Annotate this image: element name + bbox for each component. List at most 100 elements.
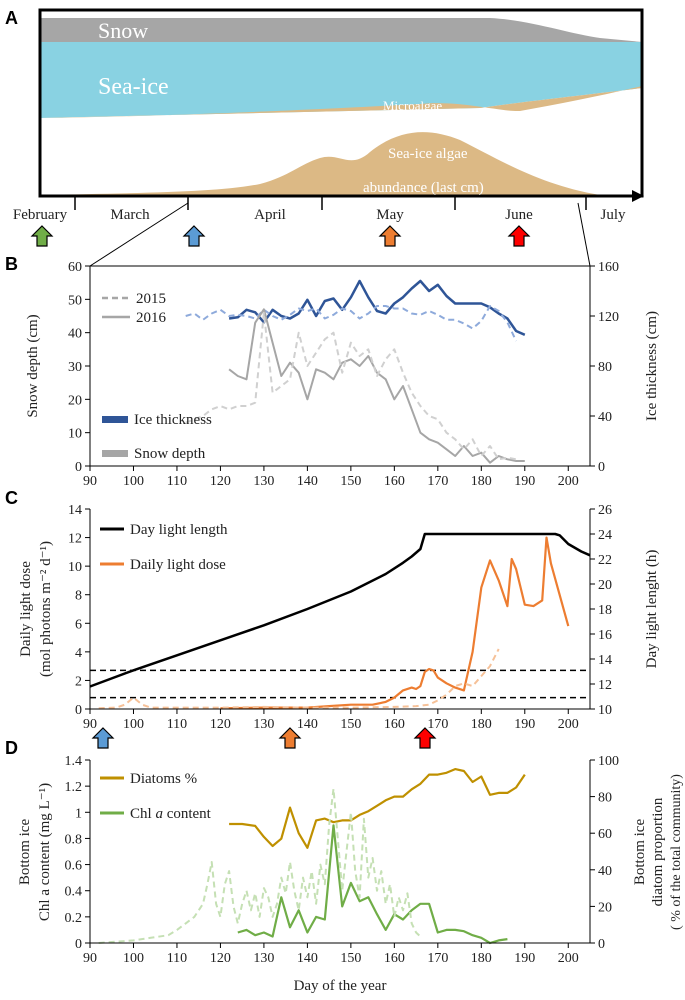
chart-b-ytick-left-label: 30 <box>68 360 82 375</box>
chart-d-ylabel-left-line1: Bottom ice <box>17 819 33 886</box>
chart-b-xtick-label: 90 <box>83 474 97 489</box>
chart-d-xtick-label: 100 <box>123 951 144 966</box>
month-june: June <box>505 207 533 223</box>
chart-d-ytick-left-label: 0.8 <box>65 832 83 847</box>
chart-c-xtick-label: 120 <box>210 717 231 732</box>
chart-b-ytick-right-label: 80 <box>598 360 612 375</box>
chart-d-ytick-right-label: 60 <box>598 827 612 842</box>
chart-c-ytick-left-label: 12 <box>68 532 82 547</box>
chart-b-series-snow-depth-2015 <box>185 311 517 461</box>
chart-d: 90 100 110 120 130 140 150 160 170 180 190 20000.20… <box>17 754 684 994</box>
chart-b-ytick-left-label: 0 <box>75 460 82 475</box>
sampling-arrows-middle <box>91 727 437 749</box>
chart-c-ylabel-left-line1: Daily light dose <box>18 561 34 657</box>
chart-c-xtick-label: 110 <box>167 717 187 732</box>
chart-b-xtick-label: 150 <box>340 474 361 489</box>
legend-ice-thickness-swatch <box>102 416 128 423</box>
zoom-line-right <box>577 202 591 267</box>
chart-d-xtick-label: 180 <box>471 951 492 966</box>
sampling-arrow-red-icon <box>507 225 531 247</box>
sampling-arrow-green-icon <box>30 225 54 247</box>
chart-b-xtick-label: 200 <box>558 474 579 489</box>
chart-c-ytick-left-label: 4 <box>75 646 82 661</box>
chart-c-series-day-light-length <box>89 532 591 688</box>
chart-d-ytick-right-label: 40 <box>598 864 612 879</box>
chart-c-ytick-left-label: 2 <box>75 674 82 689</box>
legend-2016-label: 2016 <box>136 310 167 326</box>
chart-d-ytick-right-label: 20 <box>598 900 612 915</box>
legend-ice-thickness-label: Ice thickness <box>134 412 212 428</box>
sampling-arrow-red-icon <box>413 727 437 749</box>
chart-d-xtick-label: 120 <box>210 951 231 966</box>
legend-daylight-label: Day light length <box>130 522 228 538</box>
chart-d-xtick-label: 140 <box>297 951 318 966</box>
chart-b-ytick-left-label: 20 <box>68 393 82 408</box>
chart-c-ytick-right-label: 24 <box>598 528 612 543</box>
chart-d-series-diatoms- <box>229 767 526 849</box>
sampling-arrows-top <box>30 225 531 247</box>
sea-ice-label: Sea-ice <box>98 74 169 100</box>
chart-b-frame <box>89 265 591 467</box>
chart-b-xtick-label: 140 <box>297 474 318 489</box>
chart-c-ytick-right-label: 18 <box>598 603 612 618</box>
chart-d-xtick-label: 200 <box>558 951 579 966</box>
chart-b-ytick-right-label: 0 <box>598 460 605 475</box>
chart-c-xtick-label: 160 <box>384 717 405 732</box>
legend-2015-label: 2015 <box>136 291 166 307</box>
chart-c-series-daily-light-dose-2016 <box>220 536 570 710</box>
panel-label-c: C <box>5 488 18 508</box>
schematic-panel: Snow Sea-ice Microalgae Sea-ice algae ab… <box>13 8 644 267</box>
chart-c-xtick-label: 90 <box>83 717 97 732</box>
month-february: February <box>13 207 68 223</box>
chart-d-xtick-label: 160 <box>384 951 405 966</box>
chart-c-ytick-left-label: 0 <box>75 703 82 718</box>
chart-c-ytick-left-label: 6 <box>75 617 82 632</box>
chart-d-xtick-label: 190 <box>514 951 535 966</box>
legend-diatoms-label: Diatoms % <box>130 771 197 787</box>
timeline-arrowhead <box>632 190 644 202</box>
chart-c-xtick-label: 170 <box>427 717 448 732</box>
chart-d-ytick-left-label: 1 <box>75 806 82 821</box>
chart-c-ytick-right-label: 10 <box>598 703 612 718</box>
algae-label-line2: abundance (last cm) <box>363 180 484 196</box>
chart-c-xtick-label: 100 <box>123 717 144 732</box>
chart-d-xtick-label: 110 <box>167 951 187 966</box>
chart-b-xtick-label: 120 <box>210 474 231 489</box>
chart-c-xtick-label: 190 <box>514 717 535 732</box>
chart-c-series-daily-light-dose-2015 <box>98 648 500 710</box>
chart-c-xtick-label: 130 <box>253 717 274 732</box>
chart-c-xtick-label: 180 <box>471 717 492 732</box>
sea-ice-layer <box>40 42 642 118</box>
legend-snow-depth-label: Snow depth <box>134 446 206 462</box>
chart-d-ytick-right-label: 80 <box>598 791 612 806</box>
chart-b-series-ice-thickness-2016 <box>228 279 526 336</box>
chart-b-ytick-right-label: 40 <box>598 410 612 425</box>
algae-label-line1: Sea-ice algae <box>388 146 468 162</box>
chart-b-xtick-label: 180 <box>471 474 492 489</box>
chart-b-xtick-label: 160 <box>384 474 405 489</box>
chart-c-ytick-right-label: 14 <box>598 653 612 668</box>
chart-c: 90 100 110 120 130 140 150 160 170 180 190 20002468… <box>18 503 660 732</box>
chart-b-ytick-left-label: 10 <box>68 427 82 442</box>
chart-c-ytick-right-label: 22 <box>598 553 612 568</box>
chart-b-ytick-left-label: 40 <box>68 327 82 342</box>
chart-c-xtick-label: 200 <box>558 717 579 732</box>
chart-b-series-snow-depth-2016 <box>228 308 525 464</box>
legend-snow-depth-swatch <box>102 450 128 457</box>
chart-c-ylabel-left-line2: (mol photons m⁻² d⁻¹) <box>38 541 54 677</box>
chart-b: 90 100 110 120 130 140 150 160 170 180 190 20001020… <box>25 260 660 489</box>
month-ticks <box>74 196 587 210</box>
algae-abundance-area <box>40 132 642 196</box>
month-april: April <box>254 207 286 223</box>
chart-c-ytick-left-label: 8 <box>75 589 82 604</box>
chart-b-xtick-label: 170 <box>427 474 448 489</box>
panel-label-d: D <box>5 738 18 758</box>
legend-chl-label: Chl a content <box>130 806 212 822</box>
chart-c-ytick-right-label: 12 <box>598 678 612 693</box>
legend-light-dose-label: Daily light dose <box>130 557 226 573</box>
sampling-arrow-orange-icon <box>378 225 402 247</box>
chart-b-ylabel-right: Ice thickness (cm) <box>644 311 660 421</box>
chart-d-ytick-left-label: 0.4 <box>65 885 83 900</box>
chart-b-ytick-right-label: 120 <box>598 310 619 325</box>
